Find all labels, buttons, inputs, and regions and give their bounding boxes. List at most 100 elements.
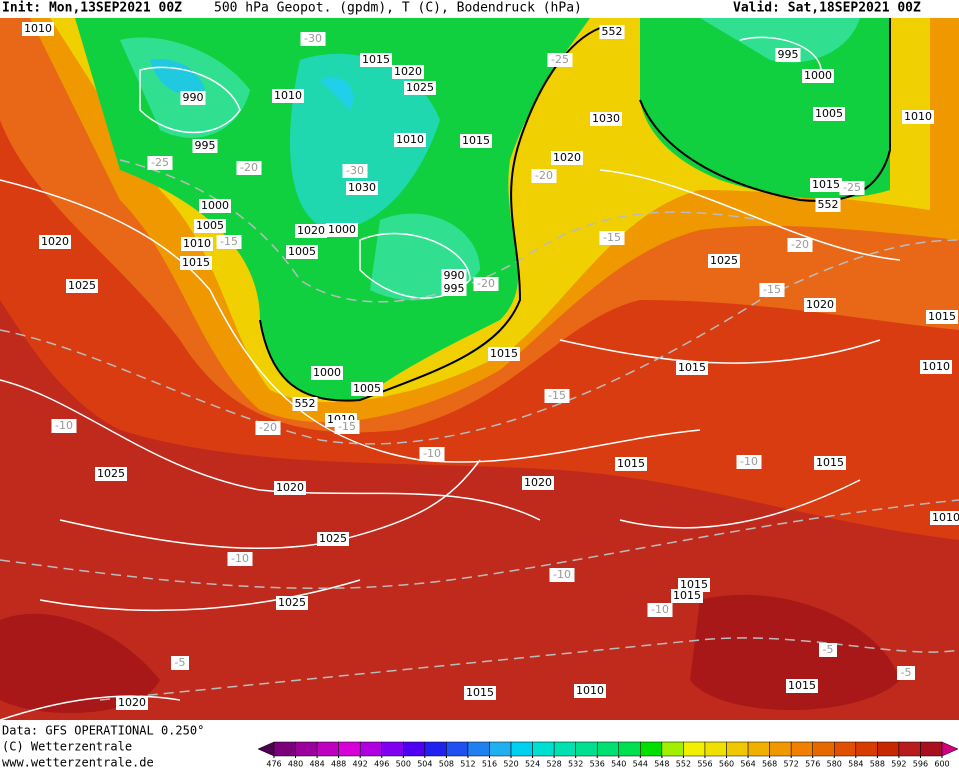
- pressure-label: 1015: [462, 134, 490, 147]
- geopotential-label-box: [292, 397, 318, 411]
- pressure-label-box: [671, 589, 703, 603]
- pressure-label-box: [181, 237, 213, 251]
- pressure-label: 1020: [41, 235, 69, 248]
- temperature-label: -10: [231, 552, 249, 565]
- temperature-label: -20: [259, 421, 277, 434]
- pressure-label-box: [810, 178, 842, 192]
- pressure-label-box: [802, 69, 834, 83]
- pressure-label: 1025: [97, 467, 125, 480]
- pressure-label-box: [902, 110, 934, 124]
- colorbar-swatch: [532, 741, 555, 757]
- pressure-label-box: [574, 684, 606, 698]
- pressure-label: 1005: [353, 382, 381, 395]
- pressure-label: 1030: [348, 181, 376, 194]
- colorbar-swatch: [575, 741, 598, 757]
- pressure-label: 1000: [201, 199, 229, 212]
- colorbar-swatch: [726, 741, 749, 757]
- colorbar-label: 532: [568, 760, 583, 769]
- colorbar-label: 592: [891, 760, 906, 769]
- colorbar-swatch: [769, 741, 792, 757]
- pressure-label: 1025: [406, 81, 434, 94]
- pressure-label: 1015: [673, 589, 701, 602]
- temperature-label-box: [334, 420, 360, 434]
- temperature-label-box: [544, 389, 570, 403]
- pressure-label: 1005: [196, 219, 224, 232]
- temperature-label-box: [216, 235, 242, 249]
- colorbar-label: 576: [805, 760, 820, 769]
- website: www.wetterzentrale.de: [2, 756, 154, 770]
- pressure-label-box: [441, 269, 467, 283]
- temperature-label: -5: [175, 656, 186, 669]
- colorbar-swatch: [898, 741, 921, 757]
- geopotential-label: 552: [295, 397, 316, 410]
- temperature-label-box: [473, 277, 499, 291]
- temperature-label: -10: [740, 455, 758, 468]
- pressure-label-box: [676, 361, 708, 375]
- pressure-label: 1025: [278, 596, 306, 609]
- temperature-label: -10: [423, 447, 441, 460]
- pressure-label-box: [786, 679, 818, 693]
- colorbar-swatch: [489, 741, 512, 757]
- pressure-label: 1010: [24, 22, 52, 35]
- temperature-label-box: [549, 568, 575, 582]
- colorbar-swatch: [316, 741, 339, 757]
- pressure-label: 1010: [922, 360, 950, 373]
- colorbar-label: 556: [697, 760, 712, 769]
- pressure-label: 1000: [804, 69, 832, 82]
- temperature-label: -15: [763, 283, 781, 296]
- pressure-label: 1020: [524, 476, 552, 489]
- colorbar-swatch: [640, 741, 663, 757]
- temperature-label: -20: [477, 277, 495, 290]
- temperature-label-box: [171, 656, 189, 670]
- pressure-label-box: [286, 245, 318, 259]
- pressure-label-box: [199, 199, 231, 213]
- colorbar-label: 480: [288, 760, 303, 769]
- colorbar-label: 580: [827, 760, 842, 769]
- pressure-label-box: [272, 89, 304, 103]
- temperature-label: -10: [553, 568, 571, 581]
- temperature-label-box: [342, 164, 368, 178]
- temperature-label: -15: [220, 235, 238, 248]
- colorbar-swatch: [553, 741, 576, 757]
- temperature-label: -5: [823, 643, 834, 656]
- colorbar-label: 504: [417, 760, 432, 769]
- pressure-label-box: [615, 457, 647, 471]
- temperature-label-box: [819, 643, 837, 657]
- temperature-label-box: [547, 53, 573, 67]
- pressure-label: 1010: [576, 684, 604, 697]
- pressure-label: 1010: [932, 511, 959, 524]
- temperature-label-box: [419, 447, 445, 461]
- pressure-label-box: [39, 235, 71, 249]
- colorbar-swatch: [877, 741, 900, 757]
- colorbar-swatch: [596, 741, 620, 757]
- temperature-label-box: [227, 552, 253, 566]
- geopotential-label-box: [815, 198, 841, 212]
- pressure-label: 1015: [928, 310, 956, 323]
- pressure-label: 1025: [68, 279, 96, 292]
- colorbar-label: 512: [460, 760, 475, 769]
- colorbar-swatch: [273, 741, 296, 757]
- colorbar-label: 536: [590, 760, 605, 769]
- temperature-label-box: [787, 238, 813, 252]
- pressure-label: 990: [444, 269, 465, 282]
- pressure-label-box: [192, 139, 218, 153]
- colorbar-label: 544: [633, 760, 648, 769]
- copyright: (C) Wetterzentrale: [2, 740, 132, 754]
- pressure-label-box: [66, 279, 98, 293]
- colorbar-swatch: [683, 741, 706, 757]
- geopotential-label: 552: [602, 25, 623, 38]
- pressure-label-box: [522, 476, 554, 490]
- colorbar-swatch: [920, 741, 943, 757]
- colorbar-label: 524: [525, 760, 540, 769]
- pressure-label: 1015: [182, 256, 210, 269]
- pressure-label-box: [392, 65, 424, 79]
- temperature-label: -15: [603, 231, 621, 244]
- pressure-label: 1025: [319, 532, 347, 545]
- pressure-label-box: [351, 382, 383, 396]
- pressure-label: 1010: [904, 110, 932, 123]
- temperature-label-box: [255, 421, 281, 435]
- temperature-label: -10: [55, 419, 73, 432]
- pressure-label-box: [274, 481, 306, 495]
